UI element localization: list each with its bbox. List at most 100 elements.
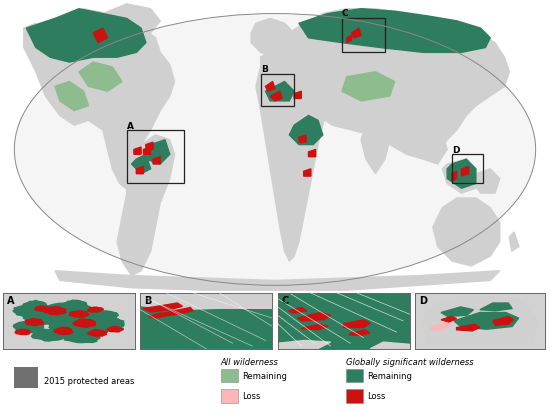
Polygon shape <box>67 311 108 326</box>
Polygon shape <box>270 92 282 102</box>
Polygon shape <box>304 169 311 177</box>
Polygon shape <box>493 317 514 325</box>
Polygon shape <box>361 121 390 174</box>
Bar <box>346 369 363 382</box>
Text: C: C <box>342 9 349 18</box>
Polygon shape <box>266 82 275 92</box>
Polygon shape <box>134 148 141 155</box>
Polygon shape <box>65 301 86 309</box>
Polygon shape <box>131 155 151 174</box>
Polygon shape <box>24 24 46 48</box>
Text: All wilderness: All wilderness <box>221 357 278 366</box>
Bar <box>342 19 385 53</box>
Polygon shape <box>117 135 174 276</box>
Polygon shape <box>107 327 123 332</box>
Polygon shape <box>447 160 476 189</box>
Polygon shape <box>299 135 306 143</box>
Polygon shape <box>294 92 301 99</box>
Polygon shape <box>146 143 153 150</box>
Polygon shape <box>148 313 167 318</box>
Polygon shape <box>414 131 447 165</box>
Polygon shape <box>288 308 307 313</box>
Polygon shape <box>452 172 456 182</box>
Polygon shape <box>309 150 316 157</box>
Text: B: B <box>261 65 267 74</box>
Polygon shape <box>24 9 174 194</box>
Polygon shape <box>35 306 51 311</box>
Polygon shape <box>103 5 160 36</box>
Polygon shape <box>97 319 124 329</box>
Polygon shape <box>46 302 92 318</box>
Polygon shape <box>461 167 469 177</box>
Polygon shape <box>298 313 331 321</box>
Polygon shape <box>289 116 323 145</box>
Polygon shape <box>422 296 538 344</box>
Polygon shape <box>159 308 193 317</box>
Polygon shape <box>278 341 331 349</box>
Ellipse shape <box>14 14 536 286</box>
Polygon shape <box>87 307 104 312</box>
Polygon shape <box>55 82 89 112</box>
Bar <box>452 155 483 184</box>
Polygon shape <box>278 293 410 349</box>
Polygon shape <box>63 330 100 343</box>
Polygon shape <box>301 325 328 330</box>
Polygon shape <box>441 317 456 322</box>
Polygon shape <box>261 9 509 160</box>
Text: Loss: Loss <box>367 392 386 401</box>
Polygon shape <box>26 9 146 63</box>
Polygon shape <box>13 306 41 316</box>
Polygon shape <box>344 320 370 328</box>
Text: Loss: Loss <box>243 392 261 401</box>
Polygon shape <box>54 328 73 335</box>
Text: Remaining: Remaining <box>243 371 287 380</box>
Polygon shape <box>256 48 332 261</box>
Polygon shape <box>94 311 118 320</box>
Polygon shape <box>48 309 76 320</box>
Bar <box>221 369 238 382</box>
Polygon shape <box>136 167 144 174</box>
Text: Remaining: Remaining <box>367 371 412 380</box>
Polygon shape <box>25 319 43 326</box>
Polygon shape <box>140 293 272 311</box>
Polygon shape <box>456 325 480 331</box>
Polygon shape <box>47 318 91 334</box>
Text: A: A <box>126 121 134 130</box>
Polygon shape <box>23 301 48 310</box>
Polygon shape <box>87 330 107 337</box>
Polygon shape <box>146 140 170 165</box>
Polygon shape <box>342 73 394 102</box>
Polygon shape <box>299 9 490 53</box>
Polygon shape <box>32 330 67 341</box>
Polygon shape <box>153 157 160 165</box>
Text: B: B <box>144 295 152 305</box>
Polygon shape <box>251 19 299 58</box>
Polygon shape <box>349 330 370 336</box>
Text: D: D <box>419 295 427 305</box>
Polygon shape <box>442 160 476 194</box>
Polygon shape <box>346 36 351 43</box>
Polygon shape <box>454 313 519 330</box>
Polygon shape <box>70 311 89 318</box>
Bar <box>346 389 363 403</box>
Polygon shape <box>15 330 30 335</box>
Polygon shape <box>480 303 512 311</box>
Polygon shape <box>140 307 272 349</box>
Polygon shape <box>55 271 500 290</box>
Polygon shape <box>73 319 96 328</box>
Bar <box>14 367 38 388</box>
Text: Globally significant wilderness: Globally significant wilderness <box>346 357 474 366</box>
Bar <box>126 131 184 184</box>
Polygon shape <box>94 29 108 43</box>
Polygon shape <box>79 63 122 92</box>
Polygon shape <box>44 307 67 315</box>
Polygon shape <box>76 321 113 334</box>
Polygon shape <box>24 312 62 325</box>
Polygon shape <box>13 321 43 333</box>
Polygon shape <box>433 199 500 266</box>
Text: C: C <box>282 295 289 305</box>
Text: 2015 protected areas: 2015 protected areas <box>43 377 134 385</box>
Polygon shape <box>474 169 500 194</box>
Text: D: D <box>452 145 459 154</box>
Polygon shape <box>144 148 151 155</box>
